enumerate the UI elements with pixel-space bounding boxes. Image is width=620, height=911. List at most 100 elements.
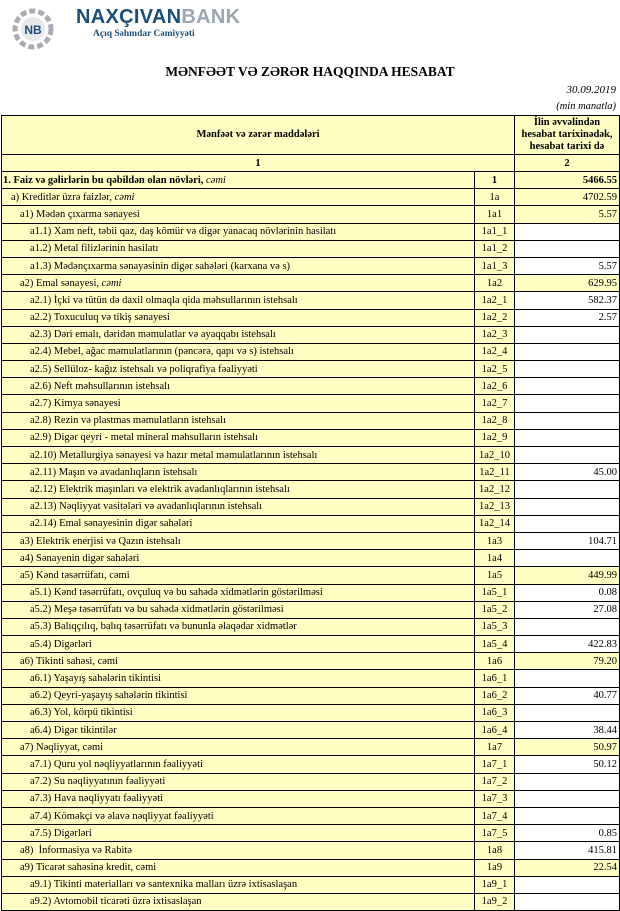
table-row: a1) Mədən çıxarma sənayesi 1a1 5.57	[1, 205, 620, 224]
row-label-text: a9.1) Tikinti materialları və santexnika…	[30, 879, 298, 891]
table-row: a7.5) Digərləri 1a7_5 0.85	[1, 824, 620, 843]
row-code: 1a6	[474, 652, 515, 671]
row-code: 1a2_10	[474, 445, 515, 465]
row-label: a5.3) Balıqçılıq, balıq təsərrüfatı və b…	[1, 617, 475, 637]
row-label-suffix: cəmi	[101, 277, 122, 289]
row-value	[514, 875, 620, 894]
row-value: 0.08	[514, 583, 620, 602]
row-value	[514, 342, 620, 362]
row-label: 1. Faiz və gəlirlərin bu qəbildən olan n…	[1, 170, 475, 190]
table-row: a8) İnformasiya və Rabitə 1a8 415.81	[1, 841, 620, 860]
table-row: a2.1) İçki və tütün də daxil olmaqla qid…	[1, 291, 620, 310]
row-label-text: a4) Sənayenin digər sahələri	[20, 552, 140, 564]
row-value: 4702.59	[514, 188, 620, 207]
row-code: 1a1_1	[474, 222, 515, 241]
row-code: 1a2_7	[474, 394, 515, 413]
row-label: a4) Sənayenin digər sahələri	[1, 549, 475, 568]
table-row: a2.6) Neft məhsullarının istehsalı 1a2_6	[1, 377, 620, 396]
row-value	[514, 497, 620, 516]
row-code: 1a2_11	[474, 463, 515, 482]
row-label: a1.2) Metal filizlərinin hasilatı	[1, 239, 475, 258]
row-code: 1a9_2	[474, 892, 515, 911]
row-label-text: a2.1) İçki və tütün də daxil olmaqla qid…	[30, 294, 298, 306]
row-value: 50.97	[514, 738, 620, 757]
column-number-2: 2	[514, 154, 620, 172]
row-label: a5.1) Kənd təsərrüfatı, ovçuluq və bu sa…	[1, 583, 475, 602]
row-label: a2.12) Elektrik maşınları və elektrik av…	[1, 480, 475, 499]
row-label-text: a2.14) Emal sənayesinin digər sahələri	[30, 518, 193, 530]
page-title: MƏNFƏƏT VƏ ZƏRƏR HAQQINDA HESABAT	[165, 64, 455, 79]
row-value	[514, 669, 620, 688]
row-code: 1a7	[474, 738, 515, 757]
row-label-text: a1.2) Metal filizlərinin hasilatı	[30, 243, 159, 255]
row-label: a) Kreditlər üzrə faizlər, cəmi	[1, 188, 475, 207]
row-value	[514, 549, 620, 568]
row-value	[514, 411, 620, 430]
row-value	[514, 514, 620, 533]
row-label: a2.11) Maşın və avadanlıqların istehsalı	[1, 463, 475, 482]
row-label-text: a5.4) Digərləri	[30, 638, 92, 650]
row-label: a2.13) Nəqliyyat vasitələri və avadanlıq…	[1, 497, 475, 516]
row-value: 79.20	[514, 652, 620, 671]
row-label: a1.1) Xam neft, təbii qaz, daş kömür və …	[1, 222, 475, 241]
row-label-text: a7.5) Digərləri	[30, 827, 92, 839]
row-label: a2) Emal sənayesi, cəmi	[1, 274, 475, 293]
row-value	[514, 222, 620, 241]
table-row: a2.12) Elektrik maşınları və elektrik av…	[1, 480, 620, 499]
row-value	[514, 892, 620, 911]
table-row: a5.4) Digərləri 1a5_4 422.83	[1, 635, 620, 654]
column-number-1: 1	[1, 154, 515, 172]
row-value: 0.85	[514, 824, 620, 843]
row-value	[514, 445, 620, 465]
logo-letters: NB	[24, 23, 42, 37]
row-label-text: a) Kreditlər üzrə faizlər,	[11, 191, 115, 203]
row-value: 2.57	[514, 308, 620, 327]
row-label: a7.3) Hava nəqliyyatı fəaliyyəti	[1, 789, 475, 808]
table-header-row: Mənfəət və zərər maddələri İlin əvvəlind…	[1, 115, 620, 155]
row-code: 1a2_14	[474, 514, 515, 533]
row-label-text: a6.3) Yol, körpü tikintisi	[30, 707, 133, 719]
table-row: a6.3) Yol, körpü tikintisi 1a6_3	[1, 703, 620, 723]
table-row: a9) Ticarət sahəsinə kredit, cəmi 1a9 22.5…	[1, 858, 620, 877]
row-label: a6.1) Yaşayış sahələrin tikintisi	[1, 669, 475, 688]
row-label-text: a7.1) Quru yol nəqliyyatlarının fəaliyyə…	[30, 758, 203, 770]
table-row: a7.2) Su nəqliyyatının fəaliyyəti 1a7_2	[1, 772, 620, 791]
row-label: a3) Elektrik enerjisi və Qazın istehsalı	[1, 531, 475, 551]
row-value	[514, 325, 620, 344]
row-value	[514, 480, 620, 499]
brand-accent: BANK	[181, 6, 241, 28]
row-value	[514, 772, 620, 791]
row-code: 1a9	[474, 858, 515, 877]
row-label: a5) Kənd təsərrüfatı, cəmi	[1, 566, 475, 585]
row-label: a7.5) Digərləri	[1, 824, 475, 843]
row-label: a5.4) Digərləri	[1, 635, 475, 654]
row-value	[514, 789, 620, 808]
bank-brand: NAXÇIVANBANK	[76, 6, 240, 29]
row-value	[514, 617, 620, 637]
row-value: 5466.55	[514, 170, 620, 190]
column-number-row: 1 2	[1, 154, 620, 172]
row-label-text: a5.1) Kənd təsərrüfatı, ovçuluq və bu sa…	[30, 587, 323, 599]
row-value: 5.57	[514, 205, 620, 224]
row-label-text: a9.2) Avtomobil ticarəti üzrə ixtisaslaş…	[30, 896, 202, 908]
row-code: 1a7_1	[474, 755, 515, 774]
table-row: a2.10) Metallurgiya sənayesi və hazır me…	[1, 445, 620, 465]
row-label: a6) Tikinti sahəsi, cəmi	[1, 652, 475, 671]
row-label: a9) Ticarət sahəsinə kredit, cəmi	[1, 858, 475, 877]
row-label-text: a5.3) Balıqçılıq, balıq təsərrüfatı və b…	[30, 621, 297, 633]
row-code: 1a3	[474, 531, 515, 551]
row-label-text: a1) Mədən çıxarma sənayesi	[20, 208, 140, 220]
row-label: a2.7) Kimya sənayesi	[1, 394, 475, 413]
row-value: 104.71	[514, 531, 620, 551]
table-row: a1.2) Metal filizlərinin hasilatı 1a1_2	[1, 239, 620, 258]
row-code: 1a2_12	[474, 480, 515, 499]
row-label-text: a6.2) Qeyri-yaşayış sahələrin tikintisi	[30, 690, 188, 702]
table-row: a2) Emal sənayesi, cəmi 1a2 629.95	[1, 274, 620, 293]
row-label-suffix: cəmi	[114, 191, 135, 203]
row-code: 1a2_1	[474, 291, 515, 310]
row-label-text: a5.2) Meşə təsərrüfatı və bu sahədə xidm…	[30, 604, 284, 616]
row-label-text: a5) Kənd təsərrüfatı, cəmi	[20, 569, 130, 581]
table-row: a) Kreditlər üzrə faizlər, cəmi 1a 4702.59	[1, 188, 620, 207]
table-row: a1.1) Xam neft, təbii qaz, daş kömür və …	[1, 222, 620, 241]
row-label-text: a7.4) Köməkçi və əlavə nəqliyyat fəaliyy…	[30, 810, 214, 822]
